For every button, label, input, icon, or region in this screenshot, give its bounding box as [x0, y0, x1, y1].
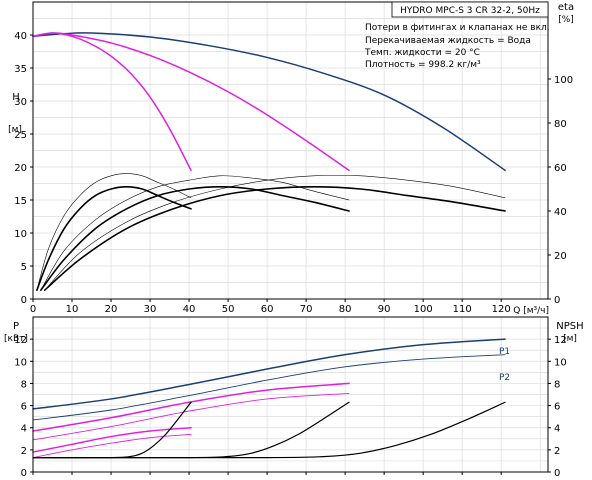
chart-title-box [391, 1, 549, 18]
head-chart-frame [32, 1, 549, 300]
eta-tick-label: 80 [554, 119, 567, 130]
npsh-tick-label: 0 [554, 468, 560, 479]
power-curve-4 [32, 392, 350, 441]
x-tick-label: 120 [492, 304, 511, 315]
head-tick-label: 5 [21, 262, 27, 273]
power-tick-label: 8 [21, 379, 27, 390]
power-chart-grid [32, 316, 548, 473]
power-curve-5 [32, 426, 192, 453]
power-chart-ticks: 0 2 4 6 8 10 12 0 2 4 6 8 10 12 [14, 335, 566, 479]
x-tick-label: 20 [105, 304, 118, 315]
efficiency-curve-9 [44, 174, 506, 291]
head-curve-3 [32, 32, 192, 172]
npsh-axis-unit: [м] [563, 334, 577, 344]
power-tick-label: 6 [21, 402, 27, 413]
head-tick-label: 35 [14, 64, 27, 75]
eta-axis-unit: [%] [558, 15, 574, 25]
efficiency-curve-8 [40, 175, 350, 291]
head-tick-label: 20 [14, 163, 27, 174]
npsh-tick-label: 4 [554, 424, 560, 435]
power-curve-6 [32, 433, 192, 459]
x-tick-label: 100 [414, 304, 433, 315]
annotation-liquid: Перекачиваемая жидкость = Вода [365, 36, 531, 46]
head-curve-2 [32, 32, 350, 172]
power-chart-series [32, 338, 506, 459]
head-tick-label: 40 [14, 31, 27, 42]
x-tick-label: 110 [453, 304, 472, 315]
chart-annotations: Потери в фитингах и клапанах не вкл. Пер… [364, 23, 550, 70]
power-tick-label: 12 [14, 335, 27, 346]
npsh-tick-label: 8 [554, 379, 560, 390]
npsh-tick-label: 10 [554, 357, 567, 368]
chart-title: HYDRO MPC-S 3 CR 32-2, 50Hz [400, 6, 540, 16]
npsh-tick-label: 12 [554, 335, 567, 346]
eta-tick-label: 20 [554, 251, 567, 262]
eta-tick-label: 60 [554, 163, 567, 174]
power-curve-2 [32, 354, 506, 421]
flow-axis-label: Q [м³/ч] [513, 306, 549, 316]
power-axis-unit: [кВт] [4, 334, 28, 344]
npsh-curve-9 [32, 401, 506, 459]
head-chart-grid [32, 1, 548, 300]
x-tick-label: 70 [300, 304, 313, 315]
x-tick-label: 80 [339, 304, 352, 315]
head-axis-label: H [12, 92, 20, 103]
annotation-temperature: Темп. жидкости = 20 °C [364, 48, 480, 58]
efficiency-curve-7 [36, 173, 192, 291]
head-curve-1 [32, 32, 506, 172]
eta-tick-label: 40 [554, 207, 567, 218]
head-tick-label: 15 [14, 196, 27, 207]
power-axis-label: P [13, 321, 19, 332]
power-tick-label: 4 [21, 424, 27, 435]
power-tick-label: 10 [14, 357, 27, 368]
eta-tick-label: 0 [554, 295, 560, 306]
head-tick-label: 25 [14, 130, 27, 141]
power-curve-1 [32, 338, 506, 410]
power-tick-label: 0 [21, 468, 27, 479]
x-tick-label: 60 [261, 304, 274, 315]
efficiency-curve-6 [43, 186, 506, 291]
p2-series-label: P2 [499, 373, 510, 383]
head-tick-label: 10 [14, 229, 27, 240]
x-tick-label: 10 [66, 304, 79, 315]
x-tick-label: 50 [222, 304, 235, 315]
head-chart-series [32, 32, 506, 291]
x-tick-label: 0 [30, 304, 36, 315]
npsh-axis-label: NPSH [556, 321, 583, 332]
eta-tick-label: 100 [554, 75, 573, 86]
x-tick-label: 30 [144, 304, 157, 315]
annotation-losses: Потери в фитингах и клапанах не вкл. [365, 23, 550, 33]
eta-axis-label: eta [558, 2, 574, 13]
efficiency-curve-4 [36, 186, 192, 291]
annotation-density: Плотность = 998.2 кг/м³ [365, 60, 481, 70]
power-chart-frame [32, 316, 549, 473]
power-tick-label: 2 [21, 446, 27, 457]
head-tick-label: 0 [21, 295, 27, 306]
efficiency-curve-5 [40, 186, 350, 291]
npsh-tick-label: 2 [554, 446, 560, 457]
x-tick-label: 40 [183, 304, 196, 315]
p1-series-label: P1 [499, 347, 510, 357]
npsh-tick-label: 6 [554, 402, 560, 413]
head-axis-unit: [м] [8, 125, 22, 135]
x-tick-label: 90 [378, 304, 391, 315]
head-tick-label: 30 [14, 97, 27, 108]
power-curve-3 [32, 382, 350, 432]
head-chart-ticks: 0 10 20 30 40 50 60 70 80 90 100 110 120 0 5 10 15 20 25 30… [14, 31, 573, 315]
